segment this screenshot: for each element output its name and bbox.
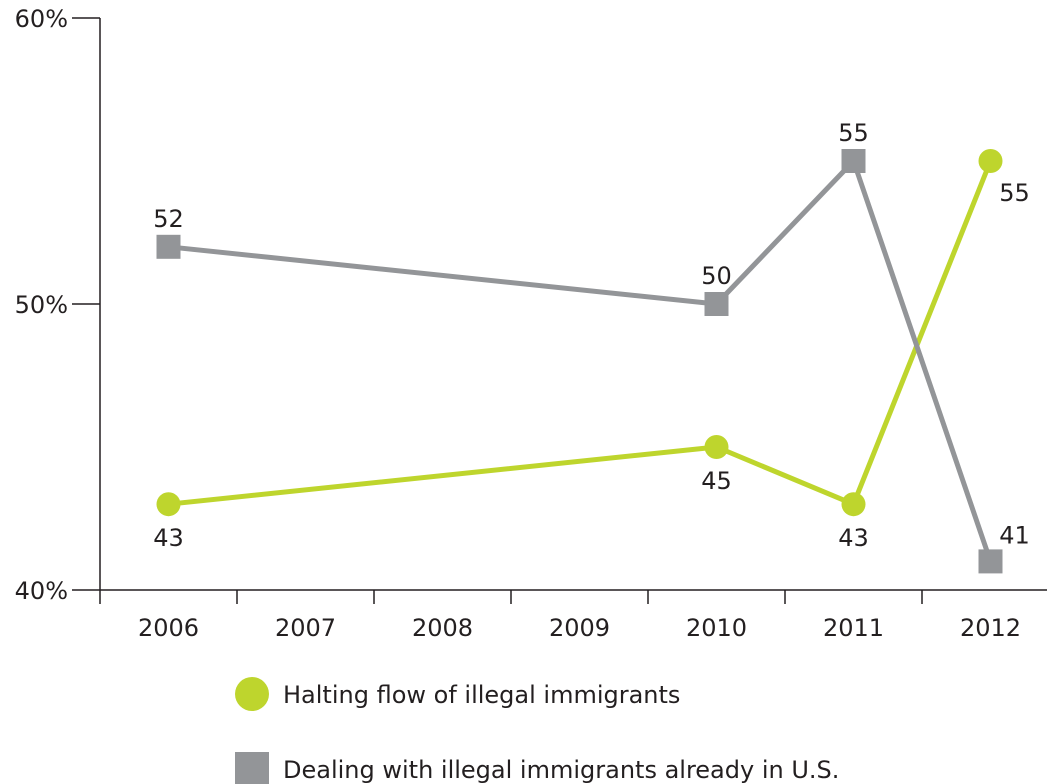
- y-tick-label: 40%: [15, 577, 68, 605]
- data-point-square: [156, 234, 181, 259]
- data-point-square: [704, 292, 729, 316]
- data-point-square: [978, 549, 1003, 574]
- legend-square-icon: [235, 752, 269, 784]
- chart-axes: 40% 50% 60% 2006 2007 2008 2009 2010 2011 2012: [15, 5, 1047, 642]
- data-label: 43: [838, 524, 869, 552]
- x-tick-label: 2012: [960, 614, 1021, 642]
- data-label: 45: [701, 467, 732, 495]
- y-tick-label: 60%: [15, 5, 68, 33]
- x-tick-label: 2009: [549, 614, 610, 642]
- x-tick-label: 2010: [686, 614, 747, 642]
- series-lines: [168, 158, 993, 563]
- legend-label: Halting flow of illegal immigrants: [283, 681, 680, 709]
- data-label: 41: [999, 521, 1030, 549]
- data-point-circle: [156, 492, 181, 517]
- chart-legend: Halting flow of illegal immigrants Dealin…: [235, 677, 839, 784]
- x-tick-label: 2006: [138, 614, 199, 642]
- x-tick-label: 2008: [412, 614, 473, 642]
- data-labels: 43 45 43 55 52 50 55 41: [153, 119, 1030, 552]
- data-label: 50: [701, 262, 732, 290]
- data-point-circle: [978, 149, 1003, 173]
- data-label: 52: [153, 205, 184, 233]
- data-point-square: [841, 149, 866, 173]
- data-label: 55: [838, 119, 869, 147]
- x-tick-label: 2011: [823, 614, 884, 642]
- series-line: [168, 160, 993, 507]
- series-line: [168, 158, 993, 563]
- data-point-circle: [704, 435, 729, 459]
- data-label: 43: [153, 524, 184, 552]
- data-point-circle: [841, 492, 866, 517]
- x-tick-label: 2007: [275, 614, 336, 642]
- data-label: 55: [999, 179, 1030, 207]
- series-markers: [156, 149, 1003, 574]
- y-tick-label: 50%: [15, 291, 68, 319]
- legend-label: Dealing with illegal immigrants already …: [283, 756, 839, 784]
- legend-circle-icon: [235, 677, 269, 711]
